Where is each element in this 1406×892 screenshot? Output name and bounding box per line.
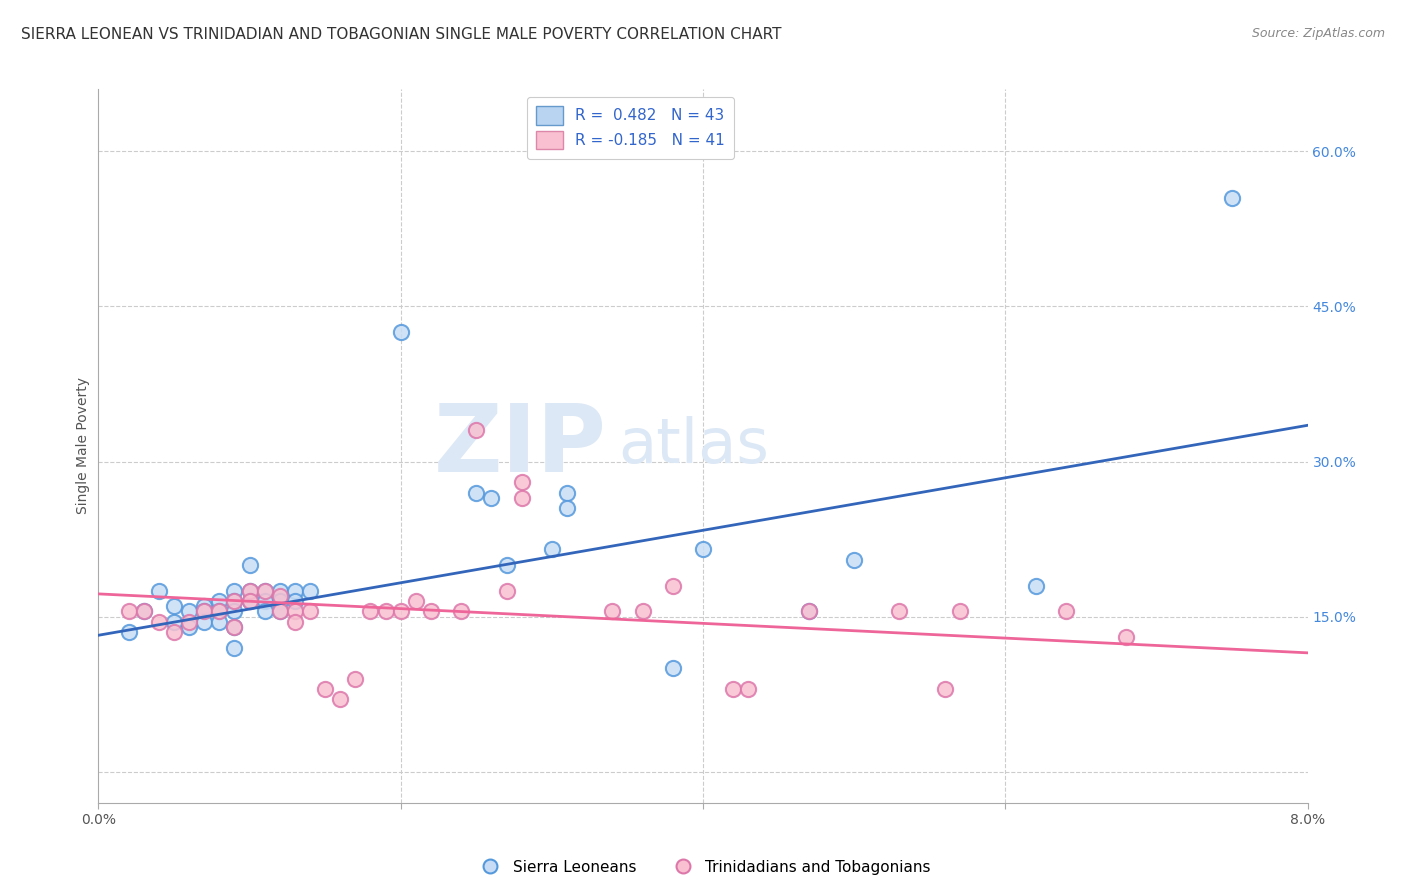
Point (163, 625, 186, 640)
Point (662, 661, 685, 675)
Point (555, 501, 578, 516)
Point (284, 605, 307, 619)
Point (148, 583, 170, 598)
Point (541, 542, 564, 557)
Point (631, 605, 654, 619)
Point (949, 605, 972, 619)
Point (389, 605, 412, 619)
Point (163, 615, 186, 629)
Point (193, 605, 215, 619)
Point (284, 583, 307, 598)
Point (510, 475, 533, 490)
Point (465, 424, 488, 438)
Y-axis label: Single Male Poverty: Single Male Poverty (76, 377, 90, 515)
Point (208, 605, 231, 619)
Point (239, 594, 262, 608)
Point (224, 620, 246, 634)
Point (555, 485, 578, 500)
Point (284, 615, 307, 629)
Point (224, 594, 246, 608)
Point (284, 594, 307, 608)
Point (179, 615, 201, 629)
Point (420, 605, 443, 619)
Point (510, 491, 533, 505)
Point (239, 594, 262, 608)
Point (253, 605, 276, 619)
Point (1220, 191, 1243, 205)
Text: atlas: atlas (619, 416, 769, 476)
Point (269, 589, 291, 603)
Point (224, 583, 246, 598)
Point (179, 605, 201, 619)
Point (299, 583, 322, 598)
Point (844, 553, 866, 567)
Point (1025, 579, 1047, 593)
Point (692, 542, 714, 557)
Point (239, 558, 262, 572)
Point (269, 605, 291, 619)
Point (208, 615, 231, 629)
Point (389, 325, 412, 339)
Point (269, 583, 291, 598)
Point (405, 594, 427, 608)
Point (253, 583, 276, 598)
Point (450, 605, 472, 619)
Point (889, 605, 911, 619)
Point (662, 579, 685, 593)
Point (253, 583, 276, 598)
Point (797, 605, 820, 619)
Point (239, 583, 262, 598)
Point (934, 681, 956, 696)
Point (314, 681, 336, 696)
Point (148, 615, 170, 629)
Point (132, 605, 155, 619)
Point (224, 620, 246, 634)
Point (737, 681, 759, 696)
Point (224, 605, 246, 619)
Point (495, 583, 517, 598)
Point (329, 692, 352, 706)
Text: ZIP: ZIP (433, 400, 606, 492)
Point (602, 605, 624, 619)
Point (269, 605, 291, 619)
Point (163, 599, 186, 614)
Point (193, 599, 215, 614)
Point (374, 605, 396, 619)
Point (253, 594, 276, 608)
Point (118, 605, 141, 619)
Point (1115, 630, 1137, 644)
Point (224, 594, 246, 608)
Point (208, 605, 231, 619)
Text: SIERRA LEONEAN VS TRINIDADIAN AND TOBAGONIAN SINGLE MALE POVERTY CORRELATION CHA: SIERRA LEONEAN VS TRINIDADIAN AND TOBAGO… (21, 27, 782, 42)
Point (269, 594, 291, 608)
Point (193, 605, 215, 619)
Point (723, 681, 745, 696)
Point (1054, 605, 1077, 619)
Point (344, 672, 367, 686)
Text: Source: ZipAtlas.com: Source: ZipAtlas.com (1251, 27, 1385, 40)
Point (208, 594, 231, 608)
Point (797, 605, 820, 619)
Point (360, 605, 382, 619)
Point (132, 605, 155, 619)
Point (465, 485, 488, 500)
Point (495, 558, 517, 572)
Point (118, 625, 141, 640)
Legend: Sierra Leoneans, Trinidadians and Tobagonians: Sierra Leoneans, Trinidadians and Tobago… (470, 854, 936, 880)
Point (481, 491, 503, 505)
Point (193, 615, 215, 629)
Point (239, 583, 262, 598)
Point (224, 640, 246, 655)
Point (299, 605, 322, 619)
Point (179, 620, 201, 634)
